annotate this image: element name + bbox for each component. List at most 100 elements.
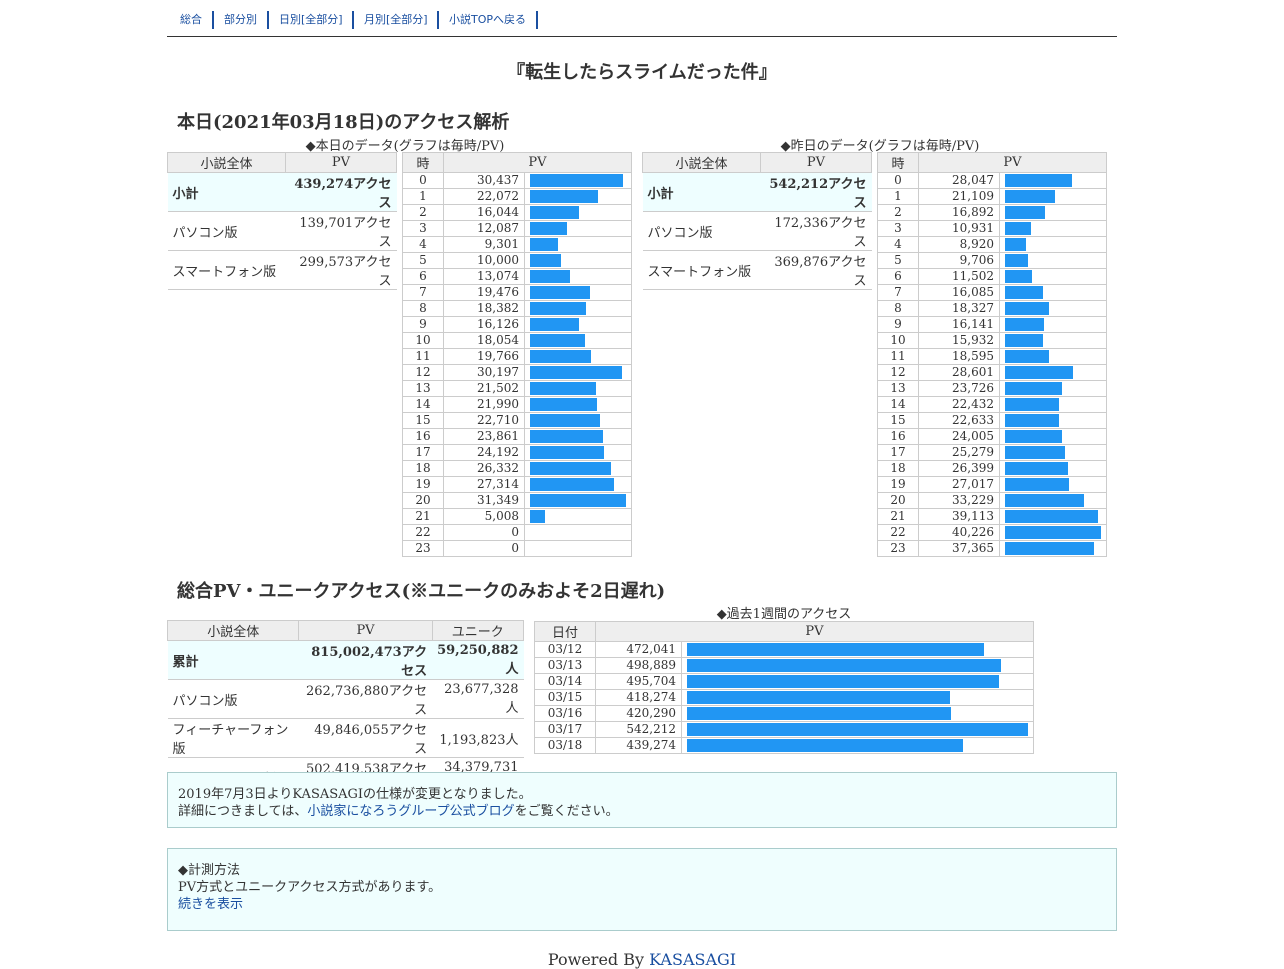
pv-cell: 16,892	[918, 204, 1000, 221]
table-row: 11 19,766	[402, 348, 632, 365]
pv-bar	[1005, 478, 1069, 491]
row-pv: 49,846,055アクセス	[298, 718, 433, 758]
bar-cell	[999, 332, 1107, 349]
table-row: 18 26,332	[402, 460, 632, 477]
pv-cell: 18,327	[918, 300, 1000, 317]
table-row: パソコン版 172,336アクセス	[642, 211, 872, 251]
table-row: 2 16,892	[877, 204, 1107, 221]
hour-cell: 11	[402, 348, 444, 365]
hour-cell: 0	[402, 172, 444, 189]
bar-cell	[524, 524, 632, 541]
pv-cell: 16,044	[443, 204, 525, 221]
pv-bar	[1005, 510, 1098, 523]
official-blog-link[interactable]: 小説家になろうグループ公式ブログ	[307, 804, 515, 819]
table-row: 23 0	[402, 540, 632, 557]
pv-bar	[530, 270, 570, 283]
bar-cell	[999, 492, 1107, 509]
pv-cell: 18,054	[443, 332, 525, 349]
hour-cell: 3	[877, 220, 919, 237]
pv-bar	[1005, 222, 1031, 235]
date-cell: 03/16	[534, 705, 596, 722]
bar-cell	[681, 721, 1034, 738]
bar-cell	[524, 300, 632, 317]
bar-cell	[524, 268, 632, 285]
row-label: スマートフォン版	[167, 250, 286, 290]
pv-bar	[1005, 526, 1101, 539]
pv-bar	[530, 222, 567, 235]
table-row: パソコン版 139,701アクセス	[167, 211, 397, 251]
table-row: 16 24,005	[877, 428, 1107, 445]
notice-line1: 2019年7月3日よりKASASAGIの仕様が変更となりました。	[178, 787, 532, 802]
pv-bar	[687, 675, 999, 688]
row-value: 369,876アクセス	[760, 250, 872, 290]
table-row: 19 27,314	[402, 476, 632, 493]
hour-cell: 8	[402, 300, 444, 317]
week-caption: ◆過去1週間のアクセス	[716, 607, 852, 622]
pv-cell: 30,437	[443, 172, 525, 189]
bar-cell	[999, 380, 1107, 397]
notice-box: 2019年7月3日よりKASASAGIの仕様が変更となりました。 詳細につきまし…	[167, 772, 1117, 828]
hour-cell: 15	[877, 412, 919, 429]
nav-link-by-part[interactable]: 部分別	[224, 13, 257, 26]
table-row: 16 23,861	[402, 428, 632, 445]
pv-cell: 30,197	[443, 364, 525, 381]
table-row: 4 8,920	[877, 236, 1107, 253]
pv-cell: 25,279	[918, 444, 1000, 461]
date-cell: 03/13	[534, 657, 596, 674]
pv-cell: 0	[443, 540, 525, 557]
pv-bar	[530, 510, 545, 523]
hour-cell: 4	[877, 236, 919, 253]
pv-bar	[1005, 414, 1059, 427]
kasasagi-link[interactable]: KASASAGI	[649, 950, 737, 969]
pv-cell: 0	[443, 524, 525, 541]
pv-cell: 9,301	[443, 236, 525, 253]
row-value: 439,274アクセス	[285, 172, 397, 212]
table-row: 14 22,432	[877, 396, 1107, 413]
pv-cell: 13,074	[443, 268, 525, 285]
bar-cell	[999, 524, 1107, 541]
table-row: 03/13 498,889	[534, 657, 1034, 674]
bar-cell	[524, 476, 632, 493]
pv-bar	[687, 643, 984, 656]
bar-cell	[999, 300, 1107, 317]
column-header: PV	[918, 152, 1107, 173]
bar-cell	[999, 444, 1107, 461]
pv-bar	[1005, 382, 1062, 395]
table-row: 17 25,279	[877, 444, 1107, 461]
today-caption: ◆本日のデータ(グラフは毎時/PV)	[305, 139, 505, 154]
hour-cell: 13	[877, 380, 919, 397]
bar-cell	[524, 412, 632, 429]
nav-link-novel-top[interactable]: 小説TOPへ戻る	[449, 13, 527, 26]
nav-link-daily[interactable]: 日別[全部分]	[279, 13, 343, 26]
row-label: パソコン版	[167, 679, 299, 719]
table-row: 5 9,706	[877, 252, 1107, 269]
column-header: PV	[443, 152, 632, 173]
table-row: 3 10,931	[877, 220, 1107, 237]
bar-cell	[999, 236, 1107, 253]
hour-cell: 10	[877, 332, 919, 349]
notice-text: 詳細につきましては、	[178, 804, 308, 819]
hour-cell: 21	[402, 508, 444, 525]
nav-link-monthly[interactable]: 月別[全部分]	[364, 13, 428, 26]
hour-cell: 19	[402, 476, 444, 493]
pv-cell: 23,726	[918, 380, 1000, 397]
date-cell: 03/15	[534, 689, 596, 706]
table-row: 18 26,399	[877, 460, 1107, 477]
show-more-link[interactable]: 続きを表示	[178, 897, 244, 912]
table-row: 累計 815,002,473アクセス 59,250,882人	[167, 640, 524, 680]
bar-cell	[681, 641, 1034, 658]
table-row: 1 22,072	[402, 188, 632, 205]
row-label: 小計	[167, 172, 286, 212]
table-row: 3 12,087	[402, 220, 632, 237]
pv-cell: 10,000	[443, 252, 525, 269]
hour-cell: 2	[402, 204, 444, 221]
total-summary-table: 小説全体 PV ユニーク 累計 815,002,473アクセス 59,250,882人 …	[166, 620, 525, 797]
table-row: 11 18,595	[877, 348, 1107, 365]
hour-cell: 22	[877, 524, 919, 541]
hour-cell: 17	[877, 444, 919, 461]
row-pv: 262,736,880アクセス	[298, 679, 433, 719]
nav-link-overview[interactable]: 総合	[180, 13, 202, 26]
pv-cell: 19,476	[443, 284, 525, 301]
column-header: PV	[298, 620, 433, 641]
pv-cell: 498,889	[595, 657, 682, 674]
